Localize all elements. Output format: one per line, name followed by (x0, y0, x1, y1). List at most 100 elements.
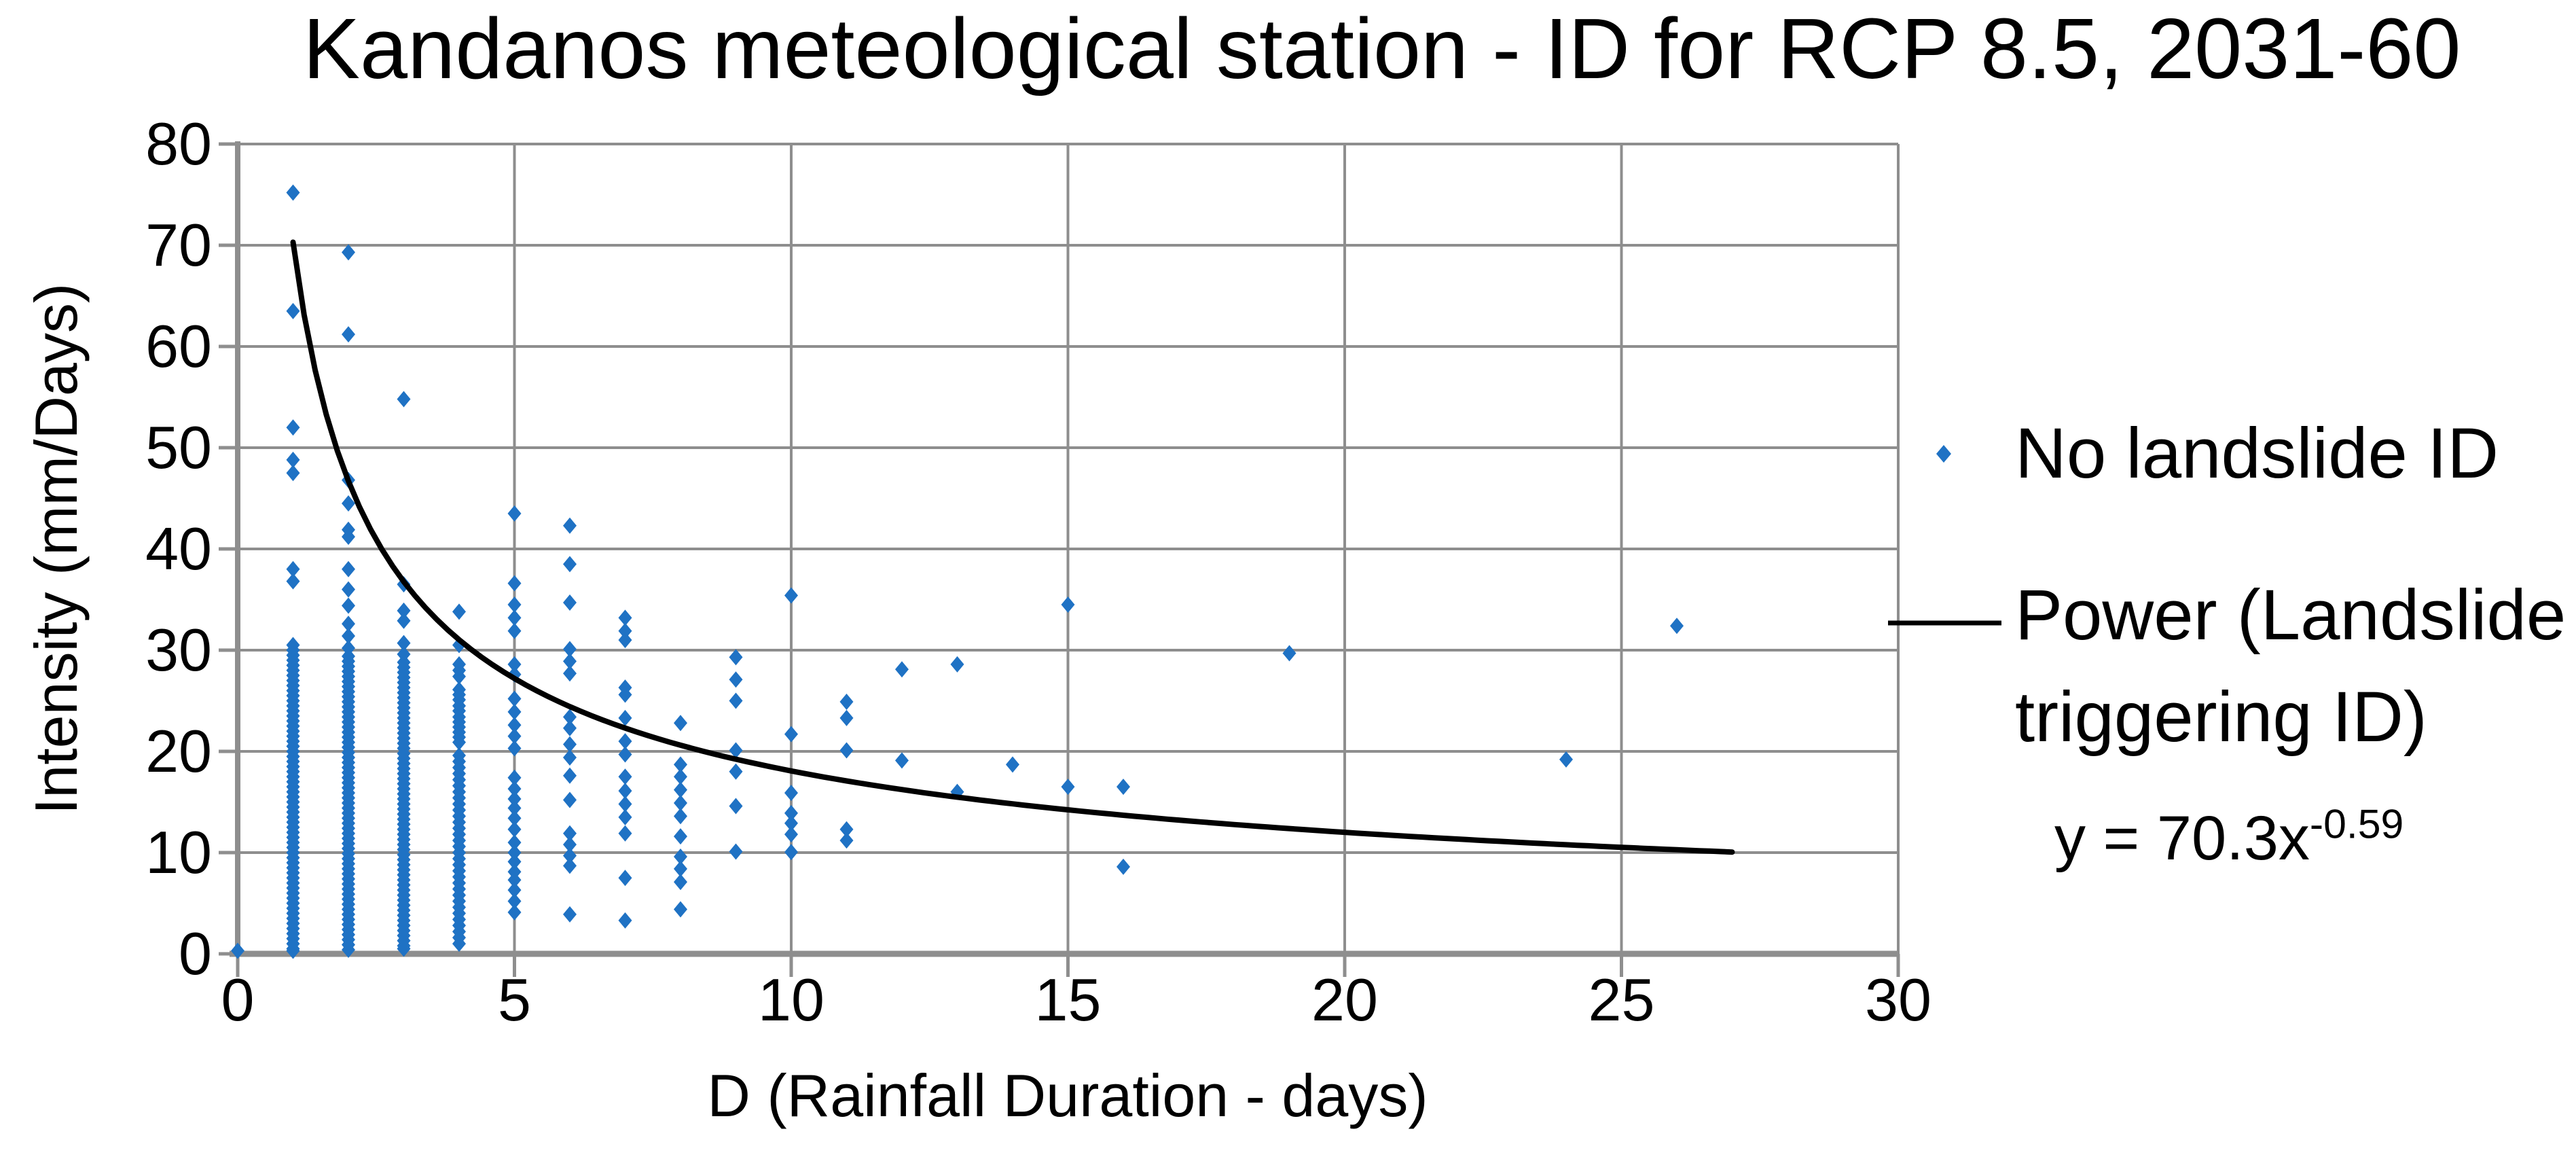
data-point (397, 635, 411, 652)
data-point (1006, 756, 1019, 773)
data-point (286, 942, 300, 959)
data-point (618, 622, 632, 639)
legend-marker-diamond (1936, 445, 1951, 463)
legend-label-power-line2: triggering ID) (2015, 677, 2427, 757)
data-point (507, 703, 522, 720)
data-point (618, 783, 632, 800)
data-point (618, 912, 632, 929)
data-point (231, 942, 244, 959)
x-axis-title: D (Rainfall Duration - days) (707, 1062, 1428, 1129)
data-point (286, 419, 300, 436)
data-point (286, 560, 300, 577)
data-point (729, 843, 743, 860)
data-point (674, 794, 687, 811)
y-tick-label: 20 (145, 717, 212, 785)
data-point (563, 709, 577, 726)
trendline-equation: y = 70.3x-0.59 (2054, 803, 2403, 874)
data-point (563, 653, 577, 670)
data-point (507, 872, 522, 889)
data-point (618, 733, 632, 750)
data-point (342, 942, 355, 959)
data-point (618, 808, 632, 825)
data-point (784, 587, 798, 604)
data-point (1559, 751, 1573, 768)
data-point (507, 656, 522, 673)
data-point (563, 836, 577, 853)
data-point (618, 709, 632, 726)
data-point (1282, 645, 1296, 662)
y-tick-label: 60 (145, 313, 212, 380)
data-point (784, 826, 798, 843)
data-point (507, 904, 522, 921)
y-tick-label: 10 (145, 819, 212, 886)
data-point (618, 746, 632, 763)
data-point (563, 825, 577, 842)
data-point (839, 821, 854, 838)
data-point (563, 906, 577, 923)
legend-label-no-landslide: No landslide ID (2015, 414, 2499, 493)
data-point (563, 719, 577, 736)
data-point (286, 451, 300, 468)
x-tick-label: 25 (1588, 966, 1655, 1033)
data-point (1061, 779, 1075, 796)
data-point (729, 742, 743, 759)
data-point (507, 717, 522, 734)
equation-base: y = 70.3x (2054, 804, 2310, 873)
equation-exponent: -0.59 (2309, 800, 2404, 847)
power-trendline-curve (290, 239, 1735, 855)
data-point (950, 656, 964, 673)
data-point (674, 901, 687, 918)
data-point (729, 692, 743, 709)
data-point (674, 715, 687, 732)
data-point (452, 603, 466, 620)
data-point (563, 749, 577, 766)
data-point (674, 828, 687, 845)
data-point (507, 810, 522, 827)
data-point (1117, 858, 1130, 875)
data-point (286, 184, 300, 201)
data-point (397, 940, 411, 957)
y-tick-label: 50 (145, 414, 212, 481)
data-point (674, 781, 687, 798)
data-point (507, 769, 522, 786)
data-point (397, 391, 411, 408)
data-point (563, 736, 577, 753)
data-point (507, 740, 522, 757)
data-point (1117, 779, 1130, 796)
data-point (342, 597, 355, 614)
data-point (563, 857, 577, 874)
y-tick-label: 0 (179, 920, 212, 987)
data-point (342, 495, 355, 512)
data-point (507, 893, 522, 910)
data-point (1061, 596, 1075, 613)
data-point (784, 815, 798, 832)
data-point (618, 870, 632, 887)
data-point (563, 767, 577, 784)
data-point (507, 781, 522, 798)
data-point (507, 728, 522, 745)
x-tick-label: 10 (758, 966, 824, 1033)
data-point (729, 798, 743, 815)
data-point (286, 573, 300, 590)
data-point (507, 596, 522, 613)
data-point (618, 825, 632, 842)
data-point (507, 834, 522, 851)
data-point (674, 848, 687, 865)
data-point (342, 529, 355, 546)
data-point (674, 860, 687, 877)
data-point (342, 244, 355, 261)
data-point (286, 465, 300, 482)
data-point (507, 844, 522, 861)
data-point (618, 632, 632, 649)
data-point (729, 649, 743, 666)
data-point (618, 768, 632, 785)
data-point (563, 641, 577, 658)
data-point (507, 800, 522, 817)
data-point (342, 326, 355, 343)
data-point (674, 808, 687, 825)
x-tick-label: 20 (1311, 966, 1378, 1033)
data-point (563, 847, 577, 864)
data-point (784, 785, 798, 802)
